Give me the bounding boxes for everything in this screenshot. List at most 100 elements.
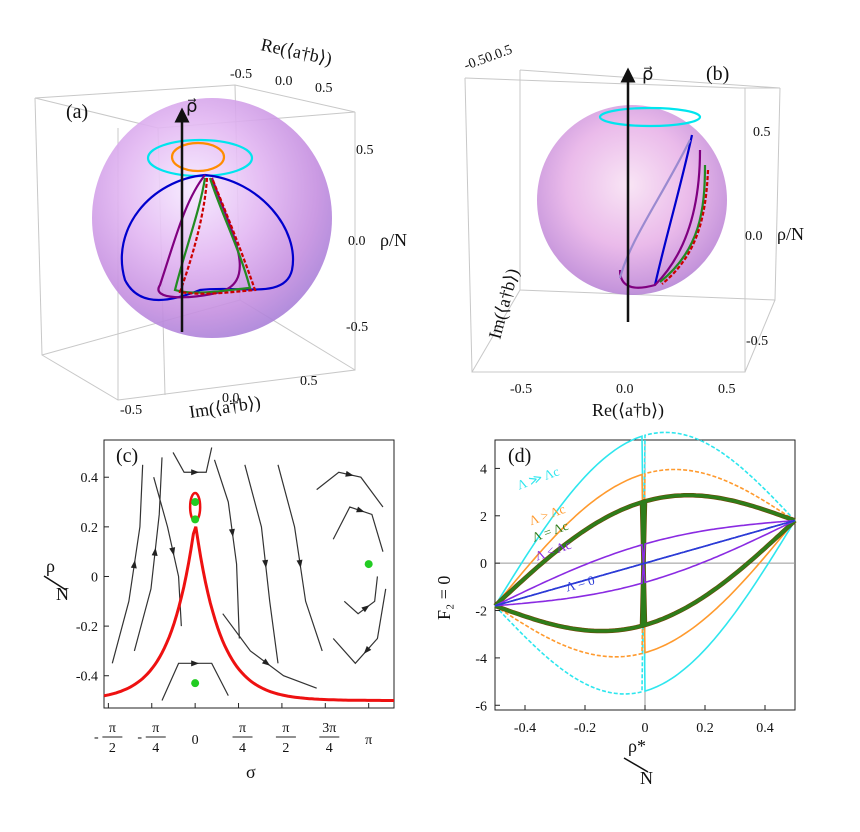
panel-b-trajectories	[598, 106, 710, 289]
panel-a-orange-orbit	[170, 141, 226, 173]
panel-c-y-tick-label: 0	[91, 570, 98, 585]
panel-b-faint-orbit	[618, 139, 691, 279]
panel-c-x-tick-label: π	[365, 733, 372, 748]
panel-d-curve-lower	[494, 435, 796, 693]
panel-d-curve-lower	[494, 473, 796, 654]
panel-c-x-tick-den: 2	[282, 741, 289, 756]
panel-a-vector-label: ρ⃗	[186, 96, 197, 116]
panel-b-label: (b)	[706, 63, 729, 85]
panel-a-top-tick-2: 0.5	[315, 81, 333, 96]
panel-c-y-tick-label: 0.2	[81, 521, 99, 536]
panel-c-x-tick-num: π	[282, 721, 289, 736]
panel-b-right-tick-1: 0.0	[745, 229, 763, 244]
panel-c-flow-arrow	[361, 605, 370, 613]
panel-c-flow-arrow	[169, 547, 176, 556]
panel-a-bottom-tick-2: 0.5	[300, 374, 318, 389]
panel-c-fixed-points	[191, 498, 373, 688]
panel-d-curve-lower	[494, 519, 796, 607]
panel-c-x-tick-label: 0	[192, 733, 199, 748]
panel-b: ρ⃗ (b) -0.50.0.5 0.5 0.0 -0.5 ρ/N Im(⟨a†…	[458, 40, 804, 424]
panel-d-y-tick-label: 4	[480, 462, 487, 477]
panel-c-fixed-point	[191, 498, 200, 507]
panel-c-flow-arrow	[345, 470, 354, 477]
panel-c-y-ticks: 0.4 0.2 0 -0.2 -0.4	[76, 471, 109, 685]
panel-d-x-label-den: N	[640, 768, 653, 788]
panel-d-curve-upper	[494, 431, 796, 695]
panel-d-y-ticks: 4 2 0 -2 -4 -6	[475, 462, 500, 714]
panel-d-x-tick-label: 0.4	[756, 721, 774, 736]
panel-d-y-tick-label: -4	[475, 652, 487, 667]
panel-d-curve-lower	[494, 519, 796, 607]
panel-c-y-label-num: ρ	[46, 556, 55, 576]
panel-c-y-label-bar	[43, 575, 67, 591]
panel-a-blue-orbit	[120, 173, 295, 302]
panel-a-right-tick-2: -0.5	[346, 320, 368, 335]
panel-a-green-orbit	[173, 177, 252, 294]
panel-b-right-tick-2: -0.5	[746, 334, 768, 349]
panel-b-sphere	[537, 105, 727, 295]
panel-c-y-tick-label: -0.2	[76, 620, 98, 635]
panel-a-sphere	[92, 98, 332, 338]
panel-b-right-axis-label: ρ/N	[777, 224, 804, 244]
panel-d-y-tick-label: 0	[480, 557, 487, 572]
panel-b-blue-orbit	[653, 134, 694, 286]
panel-c-flow-arrow	[191, 469, 200, 476]
panel-d-x-tick-label: -0.4	[514, 721, 536, 736]
panel-c-x-tick-den: 4	[239, 741, 246, 756]
panel-c-x-tick-num: π	[109, 721, 116, 736]
panel-c-y-tick-label: 0.4	[81, 471, 99, 486]
panel-a-top-tick-1: 0.0	[275, 74, 293, 89]
panel-d-x-ticks: -0.4 -0.2 0 0.2 0.4	[514, 705, 774, 736]
panel-b-bottom-tick-0: -0.5	[510, 382, 532, 397]
panel-c-flow-arrow	[261, 658, 271, 666]
panel-c-x-axis-label: σ	[246, 762, 256, 782]
panel-c-x-tick-minus: -	[94, 730, 99, 745]
panel-c-x-tick-den: 4	[152, 741, 159, 756]
panel-d-y-tick-label: -6	[475, 699, 487, 714]
panel-d-label: (d)	[508, 445, 531, 467]
panel-d-curve-upper	[494, 468, 796, 658]
panel-c-flow-arrow	[262, 559, 269, 569]
panel-c-separatrix	[103, 526, 394, 702]
panel-a-right-axis-label: ρ/N	[380, 230, 407, 250]
panel-d-curve-upper	[494, 519, 796, 607]
panel-a-right-tick-1: 0.0	[348, 234, 366, 249]
panel-d-y-tick-label: 2	[480, 510, 487, 525]
panel-b-bottom-tick-2: 0.5	[718, 382, 736, 397]
panel-d-y-axis-label: F₂ = 0	[434, 576, 454, 620]
panel-c-fixed-point	[191, 679, 200, 688]
panel-c-flow-arrow	[363, 645, 372, 654]
panel-b-vector-label: ρ⃗	[642, 64, 653, 84]
panel-d-x-label-bar	[623, 757, 649, 773]
panel-c-x-tick-minus: -	[137, 730, 142, 745]
panel-a: ρ⃗ (a) Re(⟨a†b⟩) -0.5 0.0 0.5 0.5 0.0 -0…	[30, 34, 407, 423]
panel-c-flow-lines	[111, 447, 387, 701]
panel-c-flow-arrow	[356, 506, 365, 513]
panel-b-green-orbit	[659, 164, 707, 283]
panel-d-curves	[493, 431, 797, 695]
panel-d-x-tick-label: 0.2	[696, 721, 714, 736]
panel-d-x-label-num: ρ*	[628, 736, 646, 756]
panel-c-x-tick-num: π	[152, 721, 159, 736]
panel-b-box	[464, 69, 781, 373]
panel-d-x-tick-label: 0	[642, 721, 649, 736]
panel-b-right-tick-0: 0.5	[753, 125, 771, 140]
panel-d-curve-lower	[493, 499, 797, 628]
panel-c-flow-arrow	[151, 547, 158, 556]
panel-b-red-orbit	[661, 169, 710, 285]
panel-a-top-tick-0: -0.5	[230, 67, 252, 82]
panel-c-fixed-point	[191, 515, 200, 524]
panel-d-curve-label: Λ = 0	[564, 572, 596, 594]
panel-a-label: (a)	[66, 101, 88, 123]
panel-b-purple-orbit	[618, 149, 702, 289]
panel-c-label: (c)	[116, 445, 138, 467]
panel-c-x-tick-num: 3π	[322, 721, 336, 736]
panel-c-flow-arrow	[296, 559, 303, 569]
panel-d: Λ ≫ ΛcΛ > ΛcΛ = ΛcΛ < ΛcΛ = 0 -0.4 -0.2 0 0…	[434, 431, 797, 788]
panel-a-bottom-tick-1: 0.0	[222, 391, 240, 406]
panel-d-curve-upper	[494, 493, 796, 633]
panel-c-fixed-point	[364, 560, 373, 569]
